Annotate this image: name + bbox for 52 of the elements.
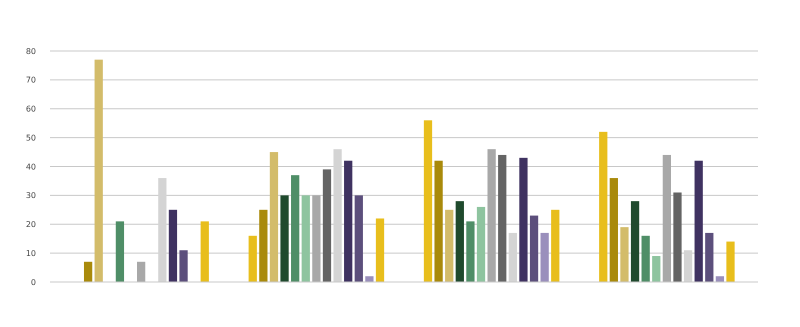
bar bbox=[116, 221, 124, 282]
bar bbox=[280, 195, 289, 282]
bar bbox=[248, 236, 257, 282]
bar bbox=[322, 169, 332, 282]
bar bbox=[94, 60, 103, 282]
bar bbox=[620, 227, 629, 282]
y-tick-label: 60 bbox=[26, 104, 36, 114]
bar bbox=[312, 195, 321, 282]
bar bbox=[498, 154, 506, 282]
bar bbox=[179, 250, 188, 282]
bar bbox=[599, 132, 608, 282]
bar bbox=[519, 158, 528, 282]
bar bbox=[530, 216, 538, 282]
bar bbox=[726, 242, 735, 282]
y-tick-label: 20 bbox=[26, 220, 36, 230]
bar bbox=[291, 175, 300, 282]
bar bbox=[456, 201, 464, 282]
y-tick-label: 50 bbox=[26, 133, 36, 142]
bar bbox=[365, 276, 374, 282]
bar bbox=[344, 160, 352, 282]
bar bbox=[642, 236, 650, 282]
bar bbox=[630, 201, 640, 282]
bar bbox=[302, 195, 310, 282]
bar bbox=[168, 210, 178, 282]
bar bbox=[200, 221, 209, 282]
bar bbox=[673, 192, 682, 282]
bar bbox=[424, 120, 432, 282]
bar bbox=[705, 232, 714, 282]
bar bbox=[84, 262, 92, 282]
bar bbox=[662, 154, 672, 282]
bar bbox=[540, 232, 549, 282]
bar bbox=[487, 149, 496, 282]
bar bbox=[270, 152, 278, 282]
bar bbox=[551, 210, 560, 282]
bar bbox=[354, 195, 363, 282]
bar bbox=[610, 178, 618, 282]
y-tick-label: 80 bbox=[26, 46, 36, 56]
bar bbox=[259, 210, 268, 282]
bar bbox=[136, 262, 146, 282]
y-tick-label: 10 bbox=[26, 248, 36, 258]
bar bbox=[434, 160, 443, 282]
bar bbox=[694, 160, 703, 282]
bar bbox=[652, 256, 660, 282]
bar bbox=[376, 218, 384, 282]
y-tick-label: 0 bbox=[30, 278, 36, 287]
y-tick-label: 70 bbox=[26, 76, 36, 85]
bar bbox=[476, 206, 486, 282]
bar bbox=[716, 276, 724, 282]
y-tick-label: 40 bbox=[26, 162, 36, 172]
bar bbox=[466, 221, 475, 282]
bar bbox=[445, 210, 454, 282]
y-tick-label: 30 bbox=[26, 191, 36, 200]
